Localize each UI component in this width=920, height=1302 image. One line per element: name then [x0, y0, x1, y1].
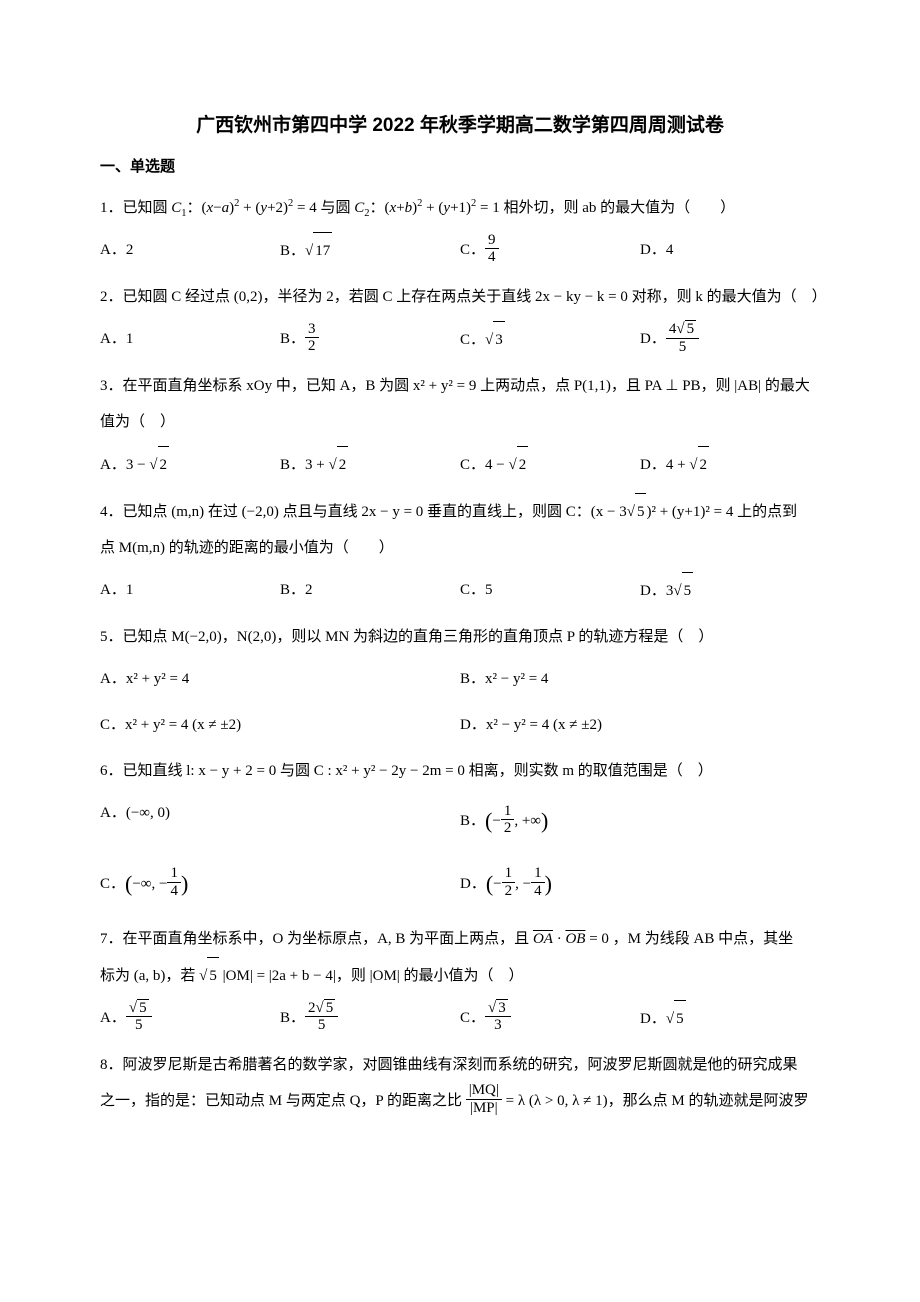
q5-opt-d: D．x² − y² = 4 (x ≠ ±2) — [460, 707, 820, 743]
q5-opt-a: A．x² + y² = 4 — [100, 661, 460, 697]
q1-tail: 相外切，则 ab 的最大值为（ ） — [504, 200, 736, 216]
q4-options: A．1 B．2 C．5 D．3√5 — [100, 572, 820, 609]
q7-opt-a: A．√55 — [100, 1000, 280, 1037]
question-5: 5．已知点 M(−2,0)，N(2,0)，则以 MN 为斜边的直角三角形的直角顶… — [100, 619, 820, 655]
q6-opt-b: B．(−12, +∞) — [460, 795, 820, 848]
q7-opt-b: B．2√55 — [280, 1000, 460, 1037]
q1-mid: 与圆 — [321, 200, 351, 216]
q5-options-2: C．x² + y² = 4 (x ≠ ±2) D．x² − y² = 4 (x … — [100, 707, 820, 743]
q1-c1: C1：(x−a)2 + (y+2)2 = 4 — [171, 200, 320, 216]
q1-text: 1．已知圆 — [100, 200, 168, 216]
question-4: 4．已知点 (m,n) 在过 (−2,0) 点且与直线 2x − y = 0 垂… — [100, 493, 820, 566]
q3-options: A．3 − √2 B．3 + √2 C．4 − √2 D．4 + √2 — [100, 446, 820, 483]
q3-opt-a: A．3 − √2 — [100, 446, 280, 483]
question-6: 6．已知直线 l: x − y + 2 = 0 与圆 C : x² + y² −… — [100, 753, 820, 789]
q7-options: A．√55 B．2√55 C．√33 D．√5 — [100, 1000, 820, 1037]
q1-opt-d: D．4 — [640, 232, 820, 269]
q7-opt-c: C．√33 — [460, 1000, 640, 1037]
q6-opt-c: C．(−∞, −14) — [100, 858, 460, 911]
q3-opt-b: B．3 + √2 — [280, 446, 460, 483]
q5-options-1: A．x² + y² = 4 B．x² − y² = 4 — [100, 661, 820, 697]
q2-opt-c: C．√3 — [460, 321, 640, 358]
q6-options-1: A．(−∞, 0) B．(−12, +∞) — [100, 795, 820, 848]
page-title: 广西钦州市第四中学 2022 年秋季学期高二数学第四周周测试卷 — [100, 110, 820, 137]
question-7: 7．在平面直角坐标系中，O 为坐标原点，A, B 为平面上两点，且 OA · O… — [100, 921, 820, 994]
q3-opt-c: C．4 − √2 — [460, 446, 640, 483]
q1-opt-a: A．2 — [100, 232, 280, 269]
q2-opt-a: A．1 — [100, 321, 280, 358]
q1-opt-b: B．√17 — [280, 232, 460, 269]
q6-options-2: C．(−∞, −14) D．(−12, −14) — [100, 858, 820, 911]
q2-opt-d: D．4√55 — [640, 321, 820, 358]
q1-opt-c: C．94 — [460, 232, 640, 269]
q6-opt-a: A．(−∞, 0) — [100, 795, 460, 848]
q2-opt-b: B．32 — [280, 321, 460, 358]
q5-opt-b: B．x² − y² = 4 — [460, 661, 820, 697]
q4-opt-b: B．2 — [280, 572, 460, 609]
q2-options: A．1 B．32 C．√3 D．4√55 — [100, 321, 820, 358]
q4-opt-a: A．1 — [100, 572, 280, 609]
q6-opt-d: D．(−12, −14) — [460, 858, 820, 911]
section-header: 一、单选题 — [100, 155, 820, 176]
q7-opt-d: D．√5 — [640, 1000, 820, 1037]
q5-opt-c: C．x² + y² = 4 (x ≠ ±2) — [100, 707, 460, 743]
question-3: 3．在平面直角坐标系 xOy 中，已知 A，B 为圆 x² + y² = 9 上… — [100, 368, 820, 440]
q4-opt-c: C．5 — [460, 572, 640, 609]
q4-opt-d: D．3√5 — [640, 572, 820, 609]
question-2: 2．已知圆 C 经过点 (0,2)，半径为 2，若圆 C 上存在两点关于直线 2… — [100, 279, 820, 315]
question-1: 1．已知圆 C1：(x−a)2 + (y+2)2 = 4 与圆 C2：(x+b)… — [100, 190, 820, 226]
q3-opt-d: D．4 + √2 — [640, 446, 820, 483]
q1-options: A．2 B．√17 C．94 D．4 — [100, 232, 820, 269]
question-8: 8．阿波罗尼斯是古希腊著名的数学家，对圆锥曲线有深刻而系统的研究，阿波罗尼斯圆就… — [100, 1047, 820, 1119]
q1-c2: C2：(x+b)2 + (y+1)2 = 1 — [354, 200, 503, 216]
